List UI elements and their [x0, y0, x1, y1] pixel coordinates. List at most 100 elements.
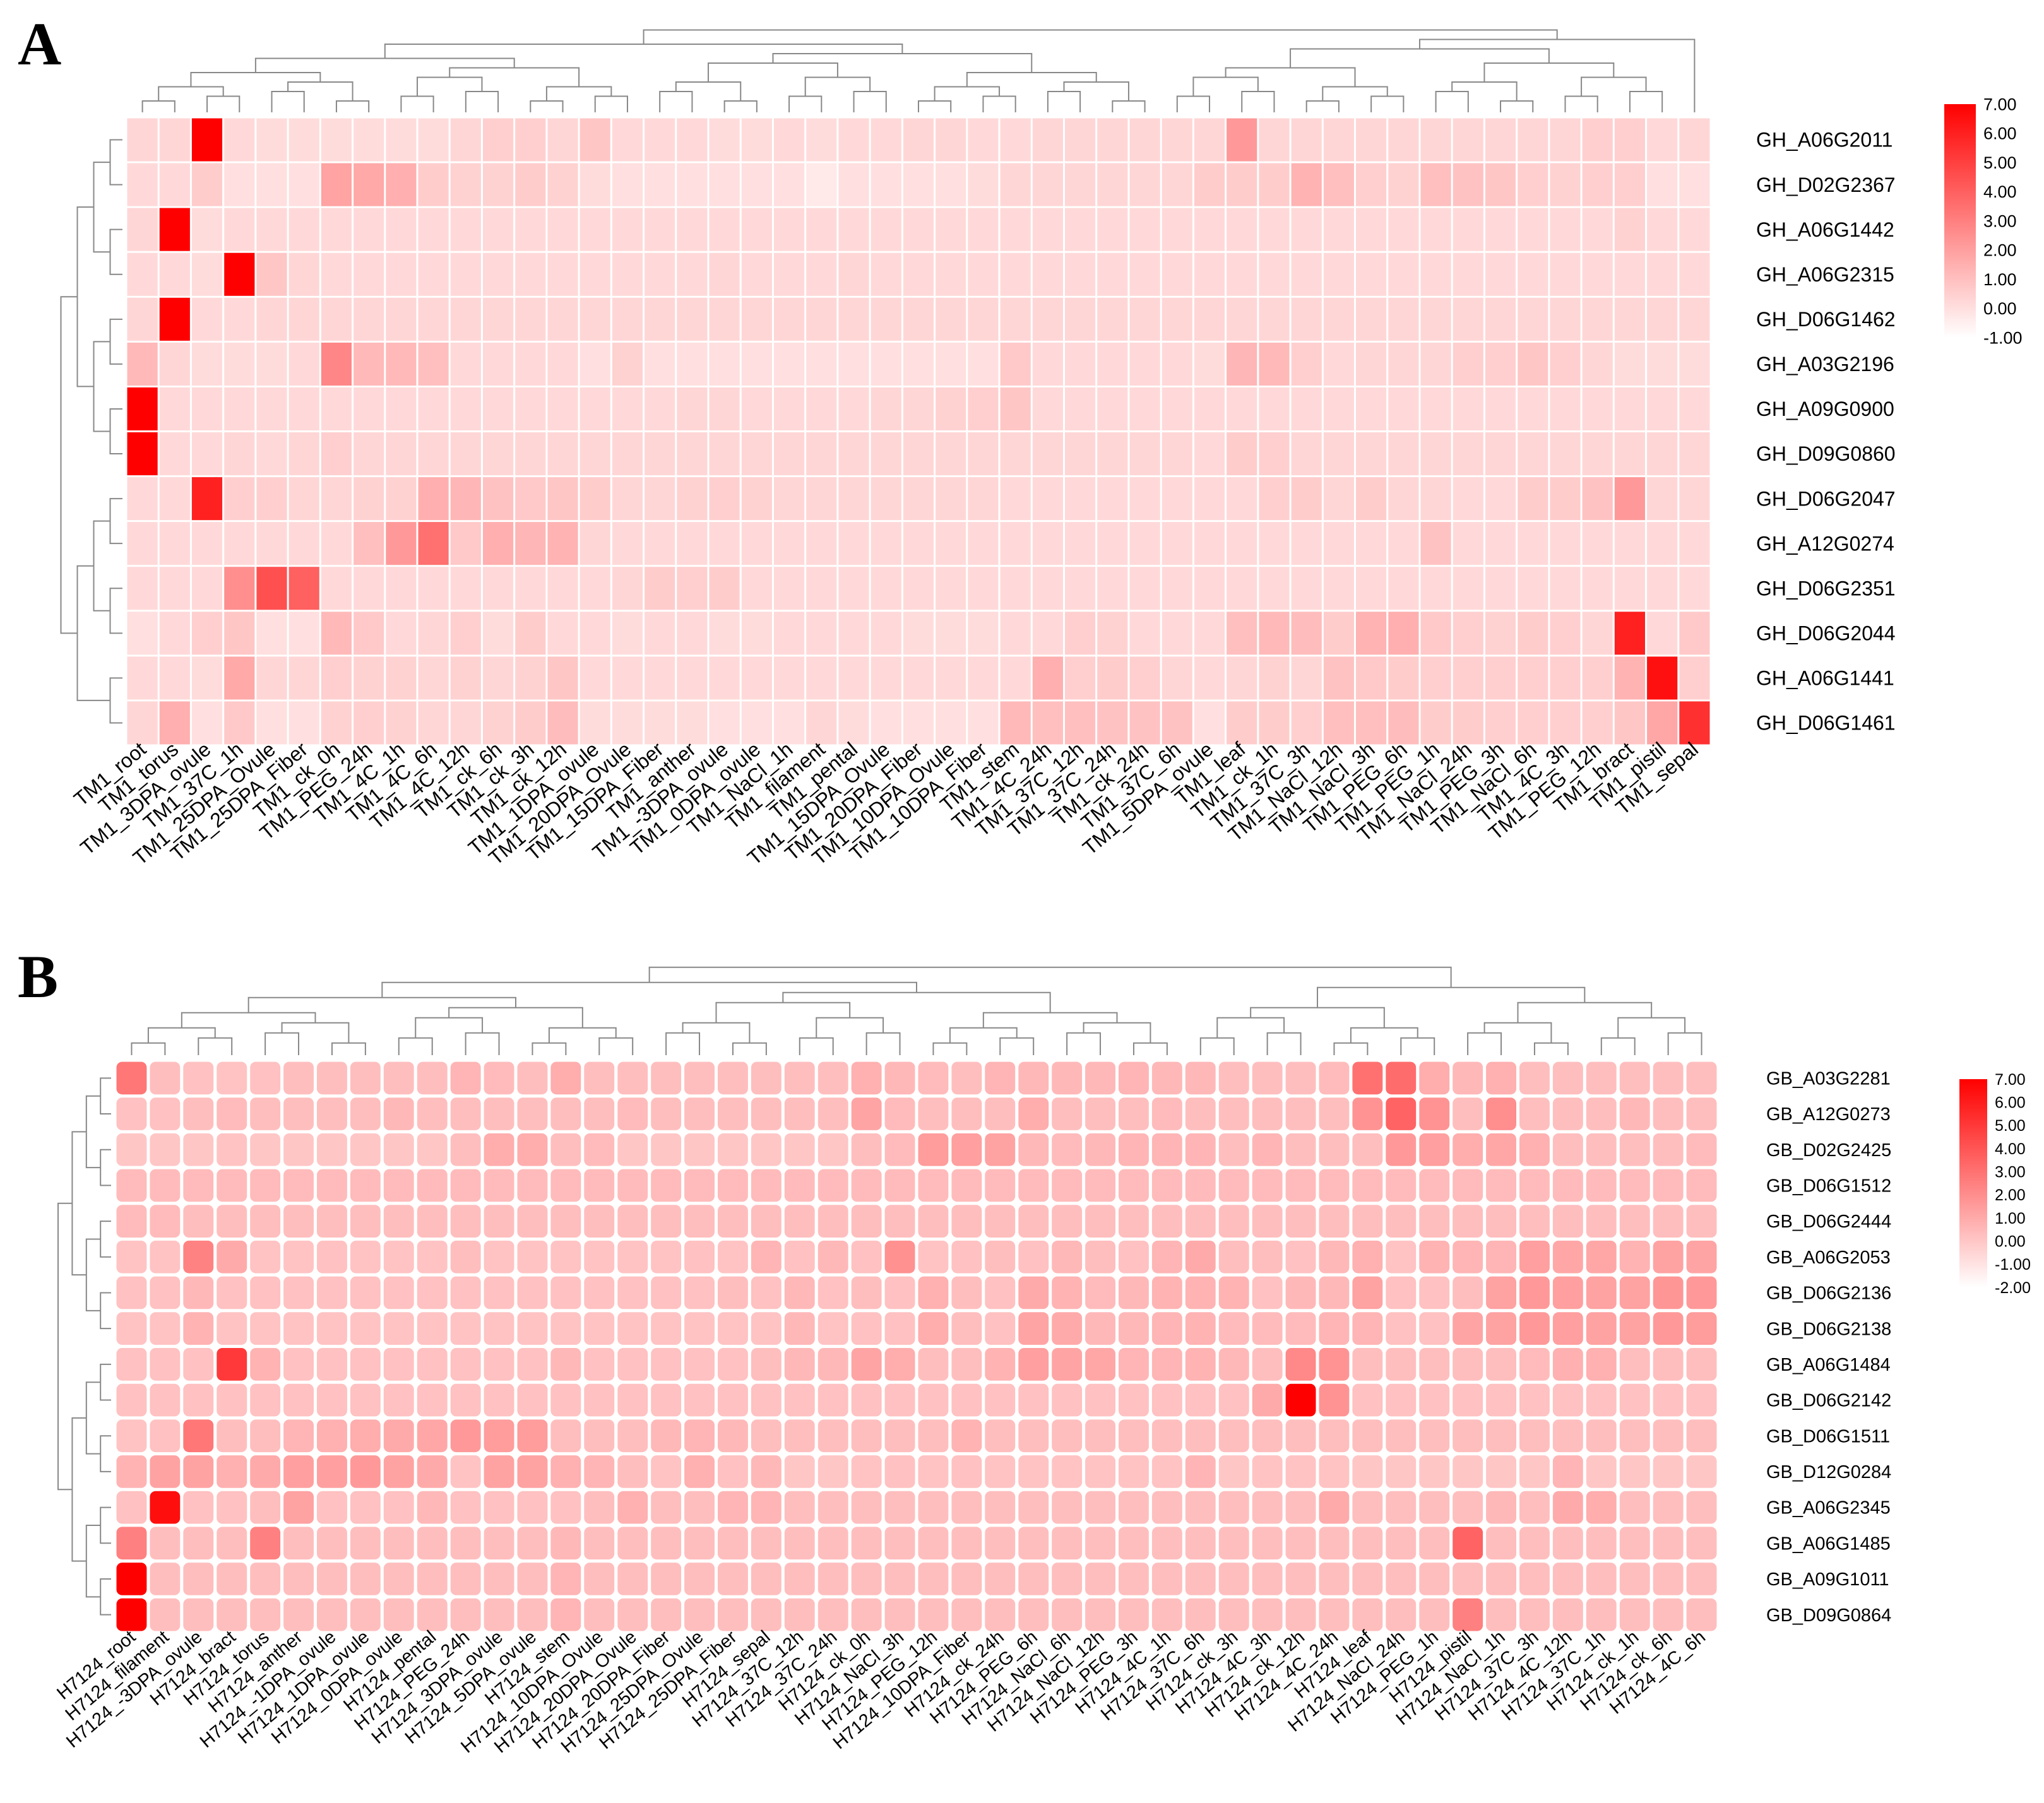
heatmap-cell	[1582, 342, 1613, 386]
heatmap-cell	[1586, 1240, 1617, 1274]
heatmap-cell	[1388, 252, 1419, 296]
heatmap-cell	[1386, 1169, 1417, 1202]
heatmap-cell	[515, 432, 546, 476]
heatmap-cell	[116, 1419, 147, 1453]
heatmap-cell	[1586, 1491, 1617, 1524]
heatmap-cell	[651, 1491, 682, 1524]
heatmap-cell	[417, 1240, 448, 1274]
heatmap-cell	[718, 1205, 748, 1238]
heatmap-cell	[183, 1419, 214, 1453]
heatmap-cell	[936, 387, 966, 430]
heatmap-cell	[1386, 1491, 1417, 1524]
heatmap-cell	[1453, 1240, 1483, 1274]
dendrogram-branch	[335, 100, 370, 112]
heatmap-cell	[350, 1598, 381, 1631]
panel-a-letter: A	[18, 10, 62, 78]
heatmap-cell	[1227, 522, 1257, 565]
heatmap-cell	[1419, 1205, 1450, 1238]
heatmap-cell	[936, 701, 966, 745]
heatmap-cell	[283, 1348, 314, 1381]
heatmap-cell	[1259, 297, 1290, 341]
heatmap-cell	[1352, 1491, 1383, 1524]
dendrogram-branch	[1600, 1037, 1636, 1055]
row-label: GH_A06G1442	[1756, 218, 1894, 241]
heatmap-cell	[1185, 1455, 1216, 1488]
heatmap-cell	[1356, 252, 1387, 296]
legend-tick-label: 4.00	[1983, 182, 2017, 201]
heatmap-cell	[383, 1527, 414, 1560]
heatmap-cell	[1285, 1205, 1316, 1238]
heatmap-cell	[1000, 208, 1031, 251]
heatmap-cell	[483, 701, 514, 745]
heatmap-cell	[774, 612, 805, 655]
heatmap-cell	[159, 612, 190, 655]
heatmap-cell	[1453, 297, 1483, 341]
heatmap-cell	[838, 118, 869, 162]
heatmap-cell	[1619, 1240, 1650, 1274]
dendrogram-branch	[85, 1095, 101, 1169]
heatmap-cell	[224, 387, 255, 430]
heatmap-cell	[1453, 1169, 1483, 1202]
heatmap-cell	[1356, 387, 1387, 430]
heatmap-cell	[1686, 1276, 1717, 1309]
heatmap-cell	[350, 1563, 381, 1595]
heatmap-cell	[1097, 477, 1128, 521]
heatmap-cell	[250, 1383, 281, 1417]
dendrogram-branch	[982, 95, 1016, 112]
heatmap-cell	[1420, 252, 1451, 296]
heatmap-cell	[1185, 1133, 1216, 1166]
heatmap-cell	[383, 1491, 414, 1524]
heatmap-cell	[1453, 1419, 1483, 1453]
heatmap-cell	[159, 252, 190, 296]
heatmap-cell	[870, 432, 901, 476]
heatmap-cell	[1582, 612, 1613, 655]
heatmap-cell	[1519, 1455, 1550, 1488]
heatmap-cell	[321, 163, 352, 206]
heatmap-cell	[1653, 1348, 1684, 1381]
heatmap-cell	[677, 477, 708, 521]
heatmap-cell	[418, 656, 449, 700]
heatmap-cell	[1679, 567, 1710, 610]
heatmap-cell	[450, 1169, 481, 1202]
heatmap-cell	[317, 1563, 347, 1595]
heatmap-cell	[645, 432, 675, 476]
heatmap-cell	[450, 1276, 481, 1309]
dendrogram-branch	[100, 1363, 111, 1401]
heatmap-cell	[288, 252, 319, 296]
heatmap-cell	[1619, 1491, 1650, 1524]
heatmap-cell	[903, 342, 934, 386]
heatmap-cell	[1319, 1598, 1350, 1631]
heatmap-cell	[1420, 567, 1451, 610]
heatmap-cell	[741, 656, 772, 700]
heatmap-cell	[1129, 118, 1160, 162]
heatmap-cell	[483, 387, 514, 430]
heatmap-cell	[1518, 522, 1548, 565]
heatmap-cell	[651, 1312, 682, 1345]
column-dendrogram	[141, 29, 1696, 112]
heatmap-cell	[677, 656, 708, 700]
heatmap-cell	[1388, 701, 1419, 745]
heatmap-cell	[1129, 477, 1160, 521]
dendrogram-branch	[100, 1578, 111, 1616]
dendrogram-branch	[1617, 1017, 1686, 1038]
heatmap-cell	[1052, 1061, 1083, 1095]
heatmap-cell	[288, 477, 319, 521]
heatmap-cell	[1453, 342, 1483, 386]
heatmap-cell	[1453, 163, 1483, 206]
heatmap-cell	[784, 1169, 815, 1202]
legend-tick-label: 6.00	[1983, 124, 2017, 143]
heatmap-cell	[1586, 1563, 1617, 1595]
heatmap-cell	[515, 208, 546, 251]
heatmap-cell	[354, 432, 384, 476]
heatmap-cell	[1097, 612, 1128, 655]
heatmap-cell	[817, 1133, 848, 1166]
dendrogram-branch	[57, 1202, 73, 1491]
heatmap-cell	[1218, 1563, 1249, 1595]
heatmap-cell	[985, 1527, 1016, 1560]
heatmap-cell	[1552, 1455, 1583, 1488]
heatmap-cell	[612, 522, 643, 565]
heatmap-cell	[450, 1312, 481, 1345]
heatmap-cell	[1653, 1312, 1684, 1345]
heatmap-cell	[183, 1240, 214, 1274]
row-label: GH_A09G0900	[1756, 398, 1894, 420]
